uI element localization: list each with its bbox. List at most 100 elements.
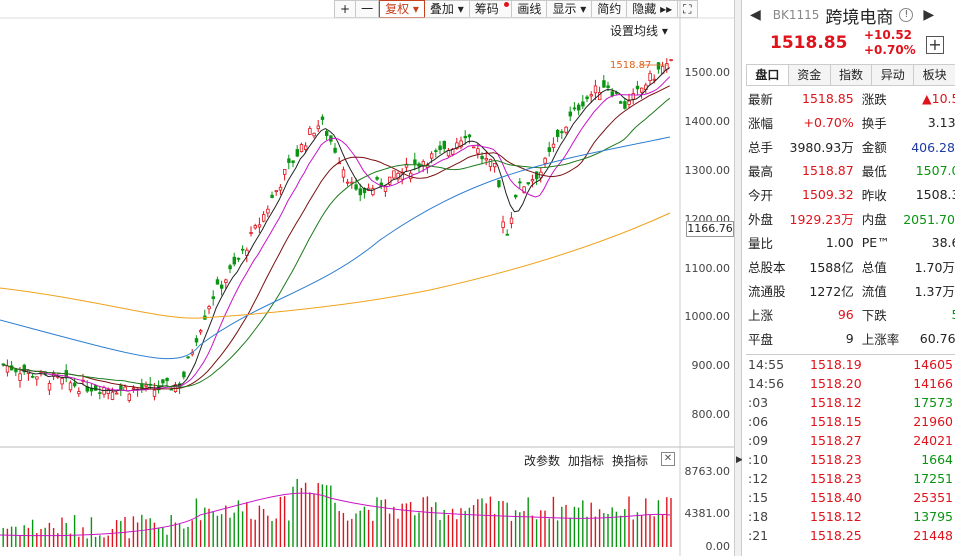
change-percent: +0.70% [864,43,916,57]
candle-body [22,364,26,373]
quote-value: 1.00 [825,234,854,250]
switch-indicator-button[interactable]: 换指标 [612,454,649,468]
candle-body [623,101,627,109]
change-params-button[interactable]: 改参数 [524,454,561,468]
candle-body [371,188,375,196]
panel-divider[interactable] [734,0,742,556]
collapse-arrow-icon[interactable]: ▶ [736,455,743,465]
zoom-out-button[interactable]: 一 [356,0,380,18]
quote-value: 96 [837,306,854,322]
panel-tabs: 盘口 资金 指数 异动 板块 [746,64,955,86]
tick-t: :03 [748,395,769,410]
candle-body [278,186,283,191]
display-dropdown[interactable]: 显示 ▾ [547,0,593,18]
hide-panel-button[interactable]: 隐藏 ▸▸ [627,0,679,18]
candle-body [429,153,434,159]
tick-row: :09 1518.27 24021 [746,431,955,450]
candle-body [291,160,295,163]
stock-code: BK1115 [772,8,820,22]
quote-value: 1508.33 [915,186,955,202]
candle-body [198,330,203,333]
tick-p: 1518.25 [810,528,862,543]
chip-button[interactable]: 筹码 [469,0,513,18]
candle-body [115,392,119,395]
tick-q: 14605 [913,357,953,372]
quote-row: 上涨 96 下跌 53 [746,302,955,326]
tab-2[interactable]: 指数 [829,64,873,85]
candle-body [228,265,232,270]
candle-body [606,85,610,88]
close-indicator-icon[interactable]: ✕ [661,452,675,466]
candle-body [35,376,39,380]
tab-4[interactable]: 板块 [913,64,955,85]
ma30-line [1,97,671,388]
candle-body [610,91,614,97]
candle-body [94,385,98,391]
candle-body [471,146,476,149]
price-tick: 800.00 [691,408,731,421]
quote-label: 换手 [861,115,887,131]
candle-body [60,378,64,385]
candle-body [30,375,35,378]
tab-3[interactable]: 异动 [871,64,915,85]
candle-body [224,279,228,283]
quote-label: 最低 [861,163,887,179]
candle-body [648,72,652,81]
candle-body [127,393,131,401]
candle-body [522,186,526,193]
draw-line-button[interactable]: 画线 [512,0,548,18]
tick-p: 1518.12 [810,395,862,410]
set-ma-dropdown[interactable]: 设置均线 ▾ [610,24,668,38]
tick-t: :06 [748,414,769,429]
quote-value: 3980.93万 [789,139,854,155]
candle-body [303,145,308,150]
next-stock-icon[interactable]: ▶ [923,7,935,23]
price-tick: 1300.00 [684,164,731,177]
quote-row: 涨幅 +0.70% 换手 3.13% [746,110,955,134]
price-tick: 1500.00 [684,66,731,79]
add-watchlist-button[interactable]: + [926,36,944,54]
kline-chart[interactable]: 1518.87 [0,0,734,556]
candle-body [551,143,556,148]
candle-body [627,100,631,105]
quote-value: 1518.85 [802,90,854,106]
tick-q: 14166 [913,376,953,391]
stock-name: 跨境电商 [825,7,894,28]
quote-value: +0.70% [803,114,854,130]
tick-row: :12 1518.23 17251 [746,469,955,488]
quote-row: 最新 1518.85 涨跌 ▲10.52 [746,86,955,110]
last-price: 1518.85 [770,33,848,53]
candle-body [152,389,157,397]
quote-value: 1929.23万 [789,211,854,227]
candle-body [463,135,467,139]
candle-body [392,170,396,179]
prev-stock-icon[interactable]: ◀ [750,7,761,23]
info-icon[interactable]: ! [899,8,914,22]
candle-body [635,85,640,90]
candle-body [270,194,274,198]
tick-t: :15 [748,490,769,505]
tab-0[interactable]: 盘口 [746,64,789,85]
add-indicator-button[interactable]: 加指标 [568,454,605,468]
quote-value: 1.70万亿 [914,259,955,275]
candle-body [669,59,673,62]
stock-header: ◀ BK1115 跨境电商 ! ▶ [742,0,955,30]
candle-body [442,140,446,149]
quote-value: 1272亿 [809,283,854,299]
tick-q: 17573 [913,395,953,410]
candle-body [476,148,480,154]
candle-body [119,385,123,390]
quote-value: 60.76% [919,330,955,346]
quote-value: 1509.32 [802,186,854,202]
quote-label: 外盘 [748,211,774,227]
candle-body [249,232,253,234]
quote-value: 9 [845,330,854,346]
candle-body [619,101,623,104]
candle-body [438,145,442,151]
volume-tick: 0.00 [705,540,731,553]
quote-row: 今开 1509.32 昨收 1508.33 [746,182,955,206]
tab-1[interactable]: 资金 [787,64,831,85]
tick-t: :12 [748,471,769,486]
